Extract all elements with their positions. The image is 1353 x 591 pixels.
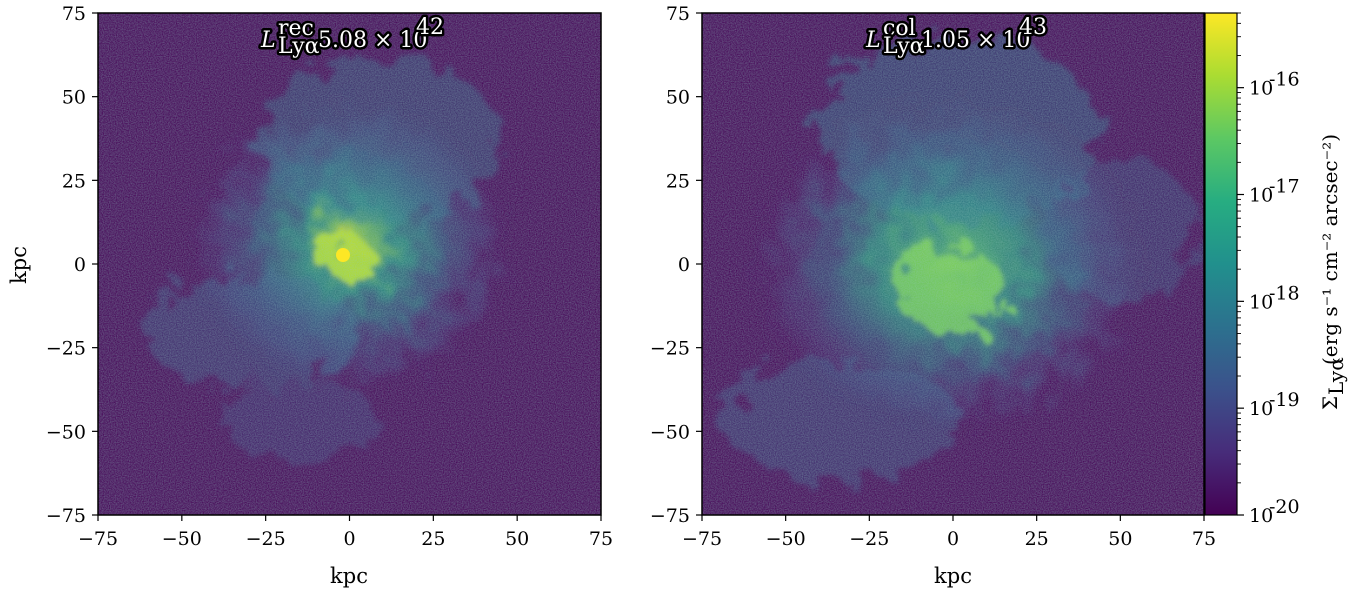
- colorbar-tick-exponent: -16: [1269, 69, 1300, 91]
- colorbar-label-subscript: Lyα: [1324, 357, 1348, 395]
- left-y-tick-label: 50: [62, 87, 86, 109]
- colorbar-tick-label: 10: [1249, 505, 1273, 527]
- left-x-tick-label: −50: [162, 528, 202, 550]
- right-y-tick-label: 50: [666, 87, 690, 109]
- colorbar-frame: [1204, 12, 1238, 516]
- right-panel: −75 −50 −25 0 25 50 75 −75 −50 −25 0 25 50 75 kpc L …: [650, 3, 1216, 588]
- colorbar-tick-exponent: -20: [1269, 496, 1300, 518]
- right-y-tick-label: 25: [666, 170, 690, 192]
- colorbar-tick-exponent: -18: [1269, 282, 1300, 304]
- left-annotation-exponent: 42: [416, 15, 444, 40]
- right-luminosity-annotation: L col Lyα 1.05 × 10 43: [863, 13, 1050, 62]
- colorbar-tick-label: 10: [1249, 185, 1273, 207]
- right-y-tick-label: −75: [650, 505, 690, 527]
- right-x-axis: −75 −50 −25 0 25 50 75: [682, 515, 1216, 550]
- left-y-tick-label: 25: [62, 170, 86, 192]
- right-heatmap-image: [702, 13, 1204, 515]
- colorbar-tick-label: 10: [1249, 78, 1273, 100]
- right-annotation-value: 1.05 × 10: [921, 28, 1030, 53]
- right-x-tick-label: −25: [849, 528, 889, 550]
- left-annotation-superscript: rec: [278, 16, 314, 41]
- colorbar-label-units: (erg s⁻¹ cm⁻² arcsec⁻²): [1318, 134, 1342, 365]
- right-annotation-subscript: Lyα: [883, 34, 925, 59]
- left-annotation-subscript: Lyα: [278, 34, 320, 59]
- right-annotation-symbol: L: [865, 28, 881, 53]
- colorbar-tick-label: 10: [1249, 291, 1273, 313]
- colorbar-tick-label: 10: [1249, 398, 1273, 420]
- left-luminosity-annotation: L rec Lyα 5.08 × 10 42: [258, 13, 447, 62]
- colorbar-gradient: [1205, 13, 1237, 515]
- left-x-axis-label: kpc: [330, 564, 368, 588]
- left-y-tick-label: −50: [46, 421, 86, 443]
- right-x-tick-label: 75: [1192, 528, 1216, 550]
- left-x-tick-label: 75: [589, 528, 613, 550]
- right-x-tick-label: −50: [766, 528, 806, 550]
- right-annotation-exponent: 43: [1019, 15, 1047, 40]
- left-y-tick-label: 75: [62, 3, 86, 25]
- colorbar-label: Σ Lyα (erg s⁻¹ cm⁻² arcsec⁻²): [1318, 134, 1348, 410]
- right-x-tick-label: 25: [1025, 528, 1049, 550]
- left-x-axis: −75 −50 −25 0 25 50 75: [78, 515, 613, 550]
- left-x-tick-label: 0: [343, 528, 355, 550]
- left-x-tick-label: 50: [505, 528, 529, 550]
- left-annotation-symbol: L: [260, 28, 276, 53]
- left-annotation-value: 5.08 × 10: [318, 28, 427, 53]
- left-heatmap-image: [98, 13, 601, 515]
- right-x-tick-label: 0: [947, 528, 959, 550]
- right-x-tick-label: −75: [682, 528, 722, 550]
- right-annotation-superscript: col: [883, 16, 916, 41]
- colorbar-tick-exponent: -17: [1269, 176, 1300, 198]
- left-y-tick-label: −25: [46, 338, 86, 360]
- left-x-tick-label: −75: [78, 528, 118, 550]
- right-y-tick-label: 0: [678, 254, 690, 276]
- left-x-tick-label: −25: [246, 528, 286, 550]
- left-y-axis-label: kpc: [7, 246, 31, 284]
- colorbar-label-symbol: Σ: [1318, 396, 1342, 410]
- right-x-tick-label: 50: [1108, 528, 1132, 550]
- left-x-tick-label: 25: [421, 528, 445, 550]
- left-y-axis: −75 −50 −25 0 25 50 75: [46, 3, 98, 527]
- right-y-tick-label: 75: [666, 3, 690, 25]
- right-x-axis-label: kpc: [934, 564, 972, 588]
- left-panel: −75 −50 −25 0 25 50 75 −75 −50 −25 0 25 50 75 kpc kp…: [7, 3, 613, 588]
- right-y-tick-label: −50: [650, 421, 690, 443]
- right-y-tick-label: −25: [650, 338, 690, 360]
- colorbar-tick-exponent: -19: [1269, 389, 1300, 411]
- left-y-tick-label: −75: [46, 505, 86, 527]
- left-y-tick-label: 0: [74, 254, 86, 276]
- right-y-axis: −75 −50 −25 0 25 50 75: [650, 3, 702, 527]
